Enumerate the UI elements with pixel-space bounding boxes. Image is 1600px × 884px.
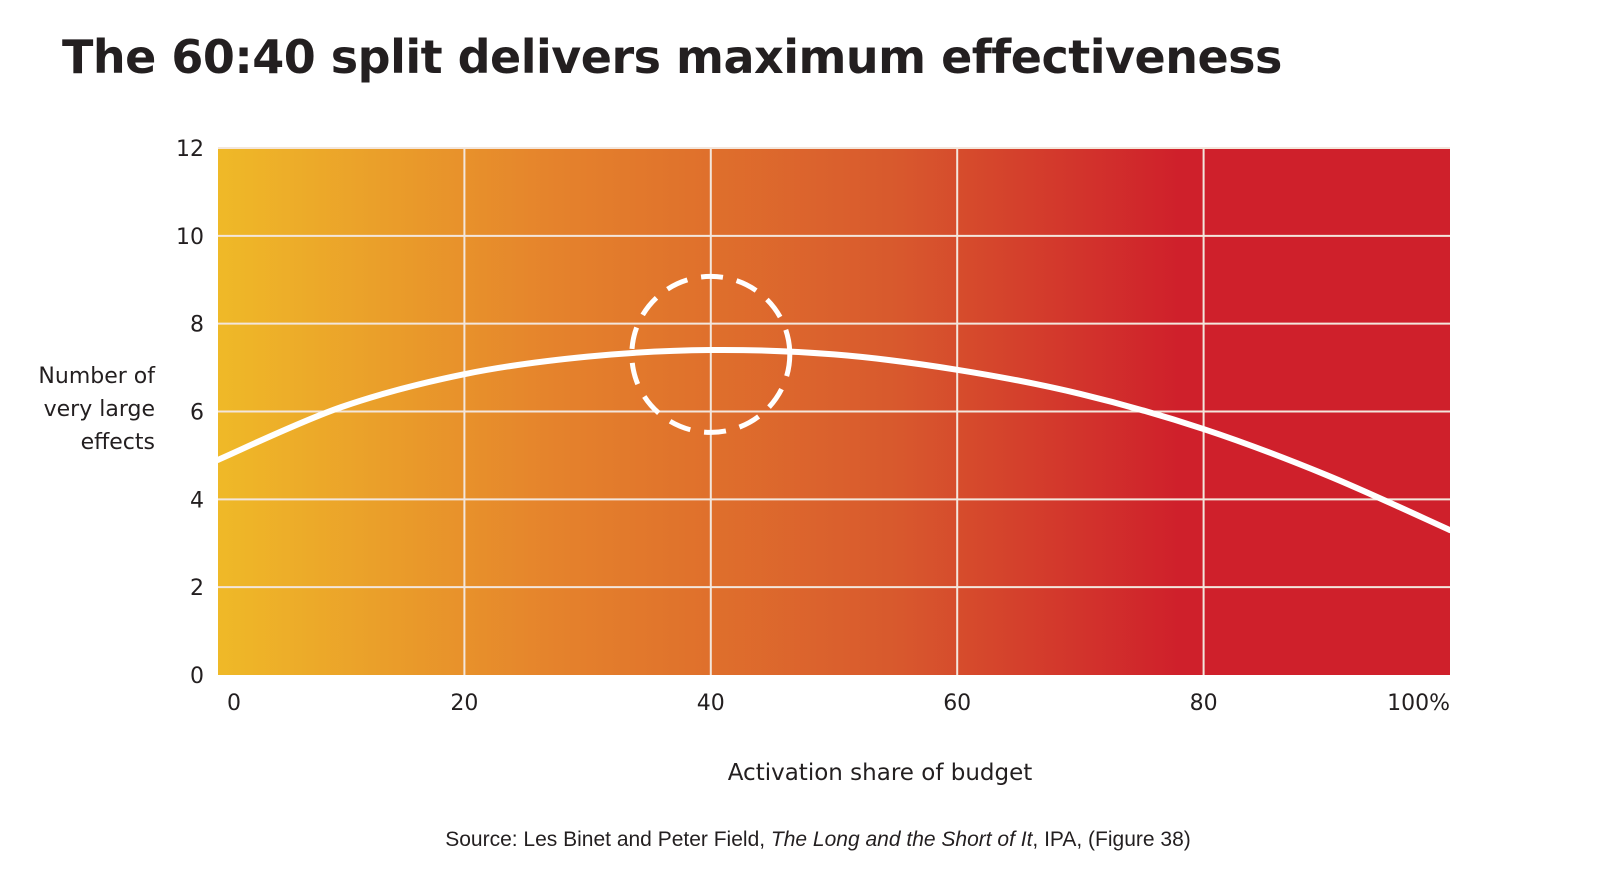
source-suffix: , IPA, (Figure 38): [1032, 828, 1191, 851]
y-axis-label: Number of very large effects: [0, 360, 155, 459]
x-tick-label-40: 40: [697, 691, 725, 716]
source-prefix: Source: Les Binet and Peter Field,: [445, 828, 771, 851]
x-tick-label-0: 0: [227, 691, 241, 716]
x-tick-label-60: 60: [943, 691, 971, 716]
tick-labels: 0 2 4 6 8 10 12 0 20 40 60 80 100%: [176, 137, 1450, 716]
y-tick-label-2: 2: [190, 576, 204, 601]
y-tick-label-4: 4: [190, 488, 204, 513]
y-tick-label-8: 8: [190, 313, 204, 338]
y-tick-label-10: 10: [176, 225, 204, 250]
x-tick-label-20: 20: [450, 691, 478, 716]
series-line: [215, 346, 1453, 534]
x-axis-label: Activation share of budget: [727, 760, 1033, 786]
source-title: The Long and the Short of It: [770, 828, 1033, 851]
highlight-dashed-circle: [629, 273, 793, 435]
y-tick-label-6: 6: [190, 401, 204, 426]
x-tick-label-100: 100%: [1387, 691, 1450, 716]
y-axis-label-line-3: effects: [80, 430, 155, 455]
y-tick-label-0: 0: [190, 664, 204, 689]
source-note: Source: Les Binet and Peter Field, The L…: [445, 828, 1191, 852]
chart-title: The 60:40 split delivers maximum effecti…: [62, 30, 1282, 84]
y-tick-label-12: 12: [176, 137, 204, 162]
y-axis-label-line-2: very large: [43, 397, 155, 422]
x-tick-label-80: 80: [1190, 691, 1218, 716]
grid-lines: [218, 147, 1450, 675]
y-axis-label-line-1: Number of: [38, 364, 155, 389]
